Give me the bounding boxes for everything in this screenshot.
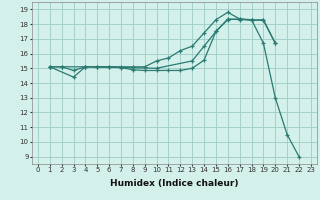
X-axis label: Humidex (Indice chaleur): Humidex (Indice chaleur): [110, 179, 239, 188]
